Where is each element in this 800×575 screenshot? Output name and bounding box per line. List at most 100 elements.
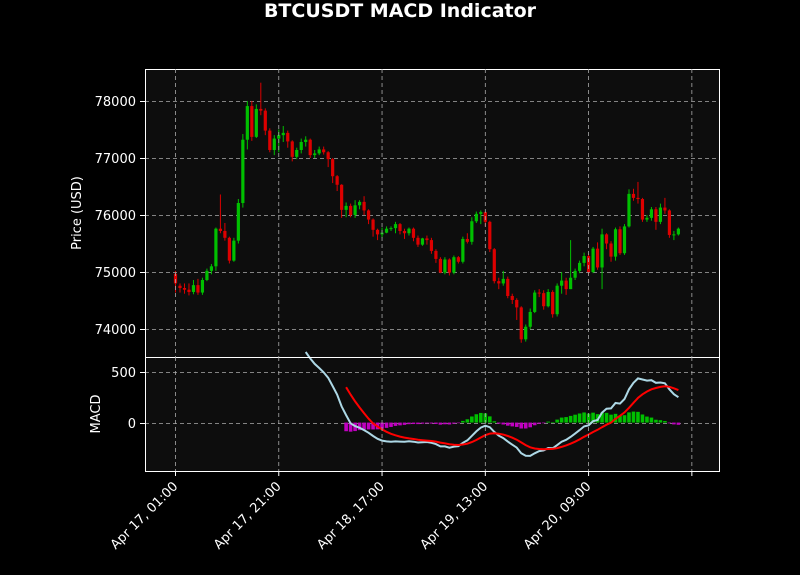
macd-histogram-bar — [416, 422, 420, 425]
macd-histogram-bar — [640, 414, 645, 423]
macd-histogram-bar — [429, 422, 434, 424]
macd-histogram-bar — [443, 422, 447, 425]
macd-histogram-bar — [470, 416, 474, 423]
price-tick-label: 74000 — [95, 323, 136, 338]
price-tick-label: 78000 — [95, 95, 136, 110]
candle-body — [200, 280, 205, 293]
macd-histogram-bar — [528, 422, 533, 428]
candle-body — [447, 259, 451, 273]
macd-histogram-bar — [600, 412, 604, 423]
candle-body — [223, 230, 227, 238]
macd-histogram-bar — [407, 422, 411, 425]
macd-histogram-bar — [532, 422, 537, 426]
candle-body — [196, 285, 200, 293]
macd-histogram-bar — [658, 420, 663, 423]
macd-histogram-bar — [465, 419, 470, 423]
candle-body — [645, 217, 649, 220]
candle-body — [263, 110, 267, 131]
candle-body — [546, 291, 550, 307]
candle-body — [631, 193, 636, 198]
macd-histogram-bar — [479, 412, 483, 423]
candle-body — [281, 132, 285, 136]
macd-histogram-bar — [425, 422, 429, 424]
candle-body — [658, 207, 663, 222]
x-tick-label: Apr 20, 09:00 — [521, 479, 594, 552]
candle-body — [218, 228, 222, 231]
candle-body — [411, 228, 416, 238]
macd-histogram-bar — [568, 415, 573, 423]
macd-histogram-bar — [483, 413, 488, 423]
macd-histogram-bar — [384, 422, 389, 428]
macd-histogram-bar — [546, 421, 550, 423]
candle-body — [654, 209, 658, 222]
candle-body — [393, 224, 398, 229]
macd-histogram-bar — [586, 413, 591, 423]
candle-body — [331, 159, 335, 177]
macd-tick-label: 0 — [128, 417, 136, 432]
macd-histogram-bar — [618, 415, 622, 423]
candle-body — [268, 130, 272, 150]
macd-histogram-bar — [348, 422, 353, 432]
candle-body — [214, 228, 218, 267]
candle-body — [438, 258, 443, 273]
candle-body — [187, 289, 191, 292]
price-axis-label: Price (USD) — [70, 176, 85, 250]
macd-histogram-bar — [627, 412, 631, 423]
candle-body — [533, 292, 537, 312]
candle-body — [501, 278, 505, 284]
macd-histogram-bar — [663, 421, 667, 423]
candle-body — [178, 285, 182, 288]
candle-body — [595, 248, 600, 268]
candle-body — [564, 280, 568, 290]
macd-histogram-bar — [649, 417, 654, 423]
candle-body — [259, 108, 263, 111]
macd-histogram-bar — [452, 422, 456, 424]
candle-body — [582, 256, 586, 263]
price-tick-label: 75000 — [95, 266, 136, 281]
price-tick-label: 77000 — [95, 152, 136, 167]
macd-y-axis: 0 500 — [111, 366, 145, 432]
candle-body — [604, 234, 609, 244]
macd-histogram-bar — [434, 422, 438, 424]
macd-histogram-bar — [541, 422, 546, 424]
macd-histogram-bar — [344, 422, 348, 432]
candle-body — [591, 248, 595, 273]
macd-histogram-bar — [604, 412, 609, 423]
candle-body — [479, 212, 483, 214]
candle-body — [398, 224, 402, 231]
price-panel: 74000 75000 76000 77000 78000 Price (USD) — [70, 69, 720, 358]
macd-histogram-bar — [366, 422, 371, 430]
candle-body — [173, 273, 178, 284]
macd-histogram-bar — [645, 416, 649, 423]
macd-axis-label: MACD — [89, 395, 104, 434]
macd-histogram-bar — [362, 422, 366, 430]
x-tick-label: Apr 17, 01:00 — [108, 479, 181, 552]
candle-body — [245, 106, 249, 140]
macd-histogram-bar — [654, 419, 658, 423]
macd-histogram-bar — [622, 415, 627, 423]
macd-histogram-bar — [398, 422, 402, 426]
candle-body — [560, 280, 564, 286]
candle-body — [241, 139, 245, 204]
candle-body — [429, 240, 434, 251]
candle-body — [286, 132, 290, 142]
candle-body — [443, 259, 447, 273]
candle-body — [555, 285, 559, 315]
candle-body — [384, 228, 389, 233]
macd-histogram-bar — [492, 421, 497, 423]
candlestick-series — [173, 82, 680, 343]
macd-histogram-bar — [577, 413, 582, 423]
candle-body — [272, 138, 276, 150]
price-grid — [145, 101, 720, 330]
macd-histogram-bar — [420, 422, 425, 424]
candle-body — [676, 228, 680, 235]
macd-panel: 0 500 MACD — [89, 351, 720, 472]
candle-body — [649, 209, 654, 218]
candle-body — [340, 184, 344, 210]
candle-body — [236, 203, 240, 241]
candle-body — [528, 311, 532, 327]
macd-histogram-bar — [514, 422, 519, 427]
macd-histogram-bar — [438, 422, 443, 425]
candle-body — [371, 219, 375, 230]
x-tick-label: Apr 18, 17:00 — [314, 479, 387, 552]
